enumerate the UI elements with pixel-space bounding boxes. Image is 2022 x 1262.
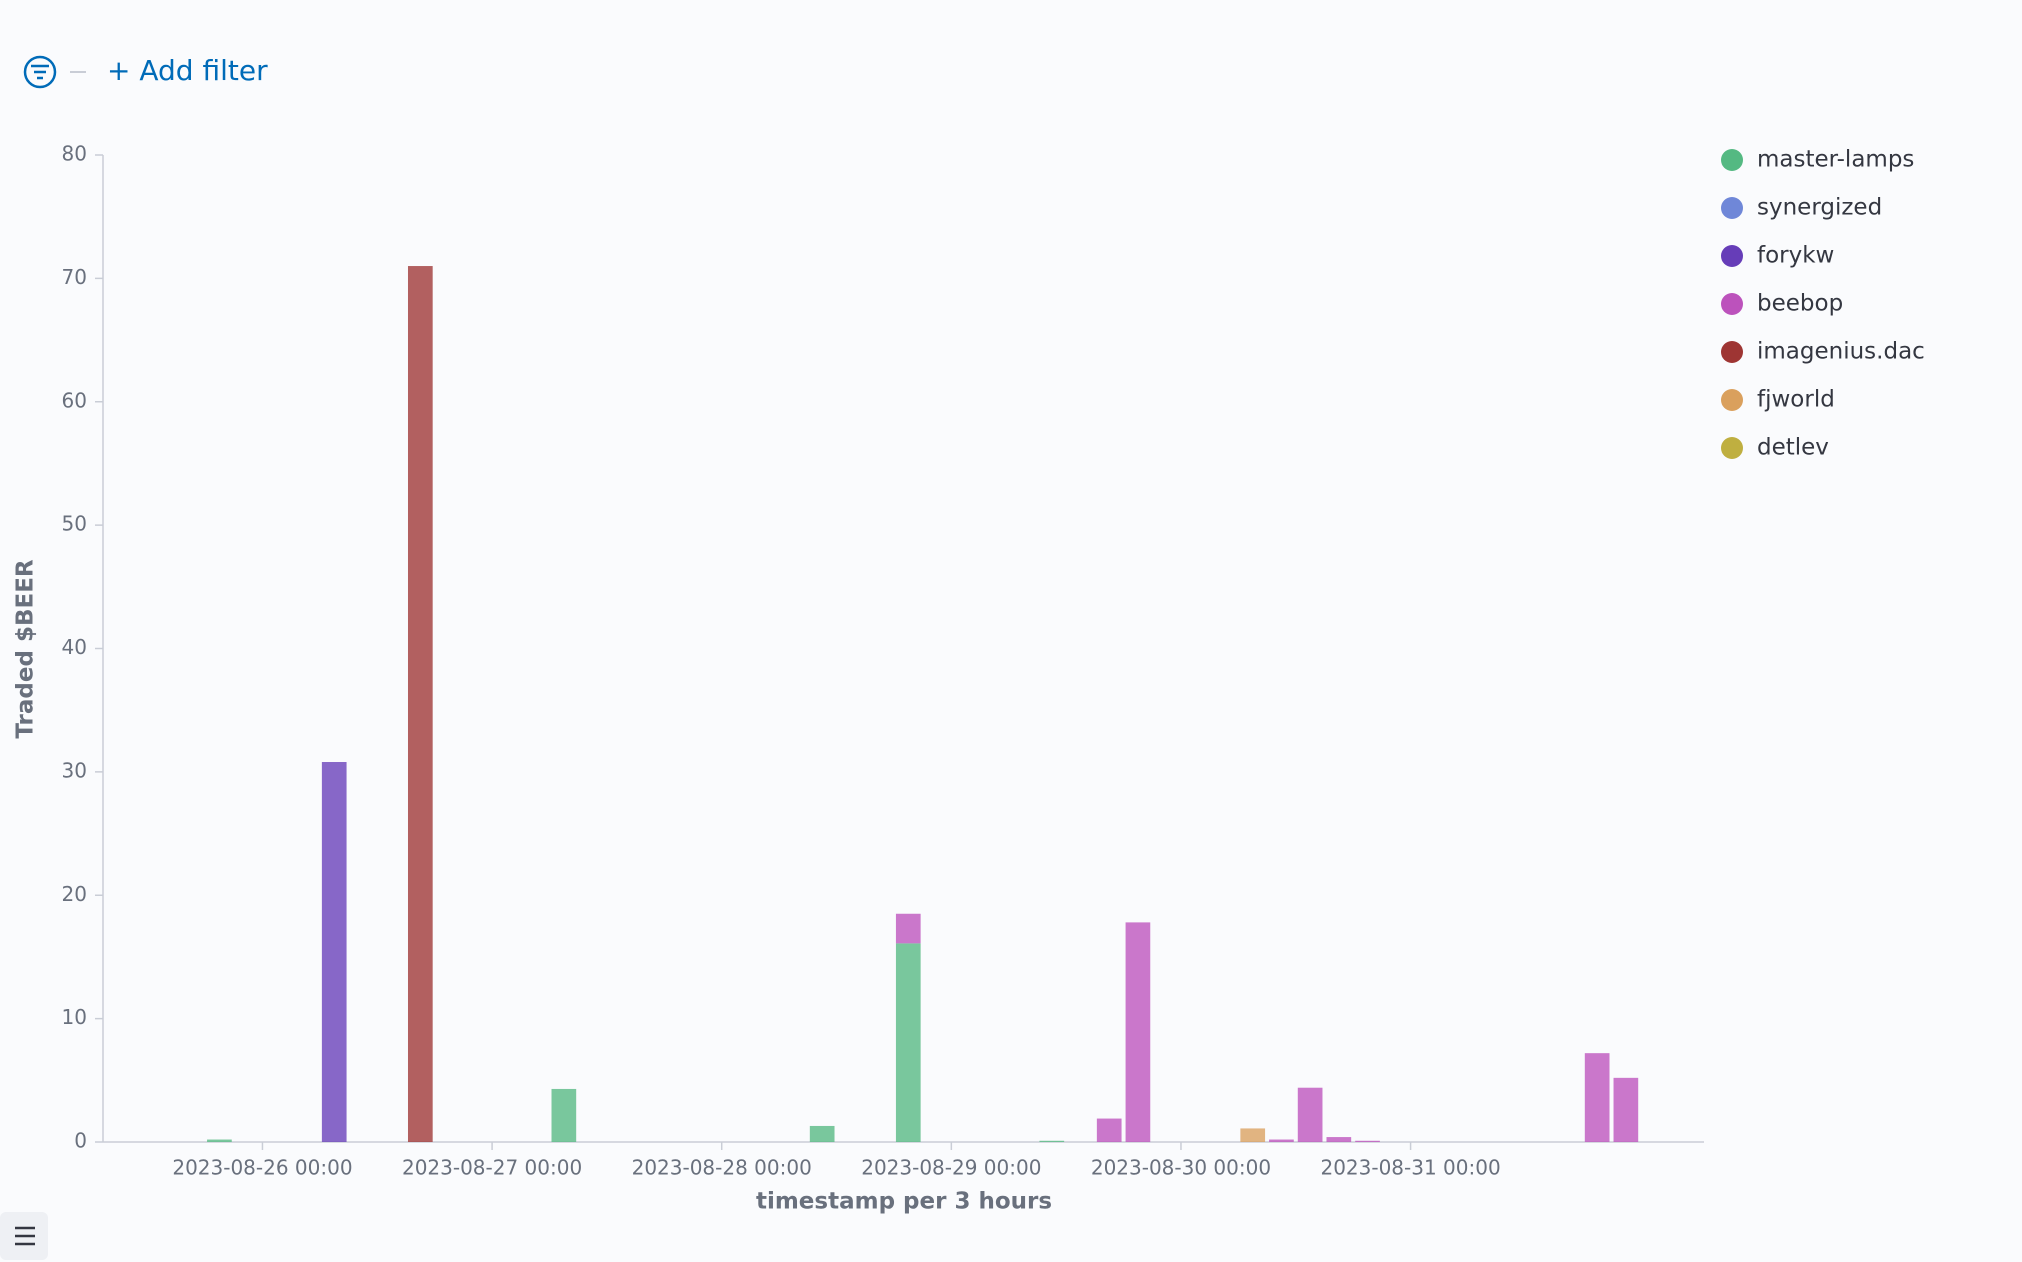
y-tick-label: 10 <box>62 1005 87 1029</box>
bar <box>1355 1140 1380 1142</box>
y-tick-label: 80 <box>62 142 87 166</box>
list-icon <box>15 1226 35 1246</box>
bar <box>1613 1077 1639 1142</box>
bar <box>407 266 433 1143</box>
bar <box>895 913 921 944</box>
y-tick-label: 70 <box>62 265 87 289</box>
bar <box>207 1139 232 1142</box>
x-tick-label: 2023-08-31 00:00 <box>1320 1156 1500 1180</box>
legend-dot <box>1721 149 1743 171</box>
legend-dot <box>1721 197 1743 219</box>
legend-dot <box>1721 437 1743 459</box>
bar <box>1584 1053 1610 1142</box>
legend-label: master-lamps <box>1757 147 1914 173</box>
add-filter[interactable]: + Add filter <box>107 54 268 87</box>
x-tick-label: 2023-08-30 00:00 <box>1091 1156 1271 1180</box>
bar <box>1240 1128 1266 1142</box>
bar <box>1125 922 1151 1142</box>
x-tick-label: 2023-08-28 00:00 <box>632 1156 812 1180</box>
y-tick-label: 30 <box>62 758 87 782</box>
bar <box>551 1088 577 1142</box>
y-tick-label: 50 <box>62 512 87 536</box>
bar <box>1269 1139 1294 1142</box>
legend-label: fjworld <box>1757 387 1835 413</box>
legend-label: synergized <box>1757 195 1882 221</box>
x-axis-title: timestamp per 3 hours <box>756 1189 1052 1215</box>
legend-label: forykw <box>1757 243 1834 269</box>
bar <box>1326 1137 1352 1142</box>
bar <box>1297 1087 1323 1142</box>
x-tick-label: 2023-08-29 00:00 <box>861 1156 1041 1180</box>
legend-dot <box>1721 389 1743 411</box>
x-tick-label: 2023-08-27 00:00 <box>402 1156 582 1180</box>
y-tick-label: 60 <box>62 388 87 412</box>
y-tick-label: 20 <box>62 882 87 906</box>
legend-dot <box>1721 341 1743 363</box>
y-axis-title: Traded $BEER <box>13 559 39 739</box>
y-tick-label: 0 <box>74 1129 87 1153</box>
x-tick-label: 2023-08-26 00:00 <box>172 1156 352 1180</box>
bar <box>895 943 921 1142</box>
legend-label: imagenius.dac <box>1757 339 1925 365</box>
bar <box>321 762 347 1142</box>
filter-icon[interactable] <box>23 55 57 89</box>
legend-dot <box>1721 245 1743 267</box>
legend-dot <box>1721 293 1743 315</box>
bar <box>1096 1118 1122 1142</box>
bar <box>1039 1140 1065 1142</box>
bar <box>809 1125 835 1142</box>
legend-label: beebop <box>1757 291 1843 317</box>
y-tick-label: 40 <box>62 635 87 659</box>
legend-label: detlev <box>1757 435 1829 461</box>
